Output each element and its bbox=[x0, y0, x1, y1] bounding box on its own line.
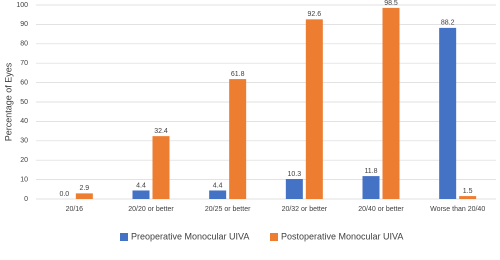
legend-label: Preoperative Monocular UIVA bbox=[131, 231, 249, 241]
value-label: 32.4 bbox=[154, 128, 168, 135]
y-tick-label: 10 bbox=[20, 176, 28, 183]
x-tick-label: 20/25 or better bbox=[205, 206, 251, 213]
value-label: 92.6 bbox=[308, 11, 322, 18]
bar bbox=[382, 7, 400, 199]
x-tick-label: Worse than 20/40 bbox=[430, 206, 485, 213]
y-tick-label: 20 bbox=[20, 157, 28, 164]
y-axis-label: Percentage of Eyes bbox=[3, 62, 13, 141]
value-label: 10.3 bbox=[288, 171, 302, 178]
value-label: 88.2 bbox=[441, 20, 455, 27]
value-label: 61.8 bbox=[231, 71, 245, 78]
y-tick-label: 30 bbox=[20, 138, 28, 145]
x-tick-label: 20/16 bbox=[66, 206, 84, 213]
bar bbox=[362, 176, 380, 199]
bar bbox=[229, 79, 247, 199]
value-label: 4.4 bbox=[213, 182, 223, 189]
bar bbox=[209, 190, 227, 199]
bar bbox=[152, 136, 170, 199]
legend-swatch bbox=[270, 233, 278, 241]
y-tick-label: 80 bbox=[20, 41, 28, 48]
bar bbox=[285, 179, 303, 199]
value-label: 1.5 bbox=[463, 188, 473, 195]
y-tick-label: 0 bbox=[24, 196, 28, 203]
bar bbox=[439, 27, 457, 200]
value-label: 4.4 bbox=[136, 182, 146, 189]
bar bbox=[459, 196, 477, 199]
y-tick-label: 70 bbox=[20, 60, 28, 67]
value-label: 11.8 bbox=[364, 168, 377, 175]
y-tick-label: 60 bbox=[20, 79, 28, 86]
y-tick-label: 100 bbox=[16, 2, 28, 9]
x-tick-label: 20/40 or better bbox=[358, 206, 404, 213]
value-label: 2.9 bbox=[79, 185, 89, 192]
bar bbox=[75, 193, 93, 199]
legend-swatch bbox=[120, 233, 128, 241]
value-label: 0.0 bbox=[59, 191, 69, 198]
x-tick-label: 20/20 or better bbox=[128, 206, 174, 213]
y-tick-label: 40 bbox=[20, 118, 28, 125]
bar bbox=[305, 19, 323, 199]
legend-label: Postoperative Monocular UIVA bbox=[281, 231, 403, 241]
x-tick-label: 20/32 or better bbox=[282, 206, 328, 213]
value-label: 98.5 bbox=[384, 0, 398, 7]
y-tick-label: 90 bbox=[20, 21, 28, 28]
bar bbox=[132, 190, 150, 199]
y-tick-label: 50 bbox=[20, 99, 28, 106]
